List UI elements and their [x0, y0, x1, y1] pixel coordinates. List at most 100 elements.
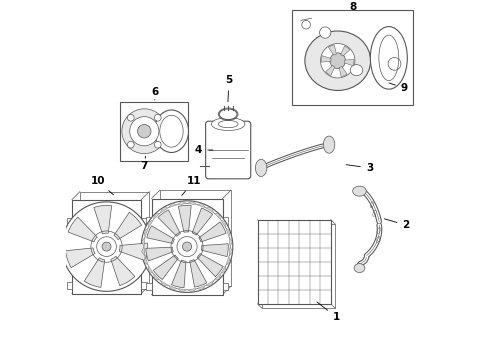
Polygon shape	[148, 220, 153, 228]
Ellipse shape	[154, 110, 189, 153]
Polygon shape	[177, 289, 187, 292]
Wedge shape	[326, 65, 335, 76]
Wedge shape	[321, 56, 331, 62]
Polygon shape	[142, 247, 145, 256]
Wedge shape	[147, 226, 174, 243]
Bar	[222, 217, 228, 228]
Circle shape	[177, 237, 197, 257]
Bar	[141, 282, 147, 289]
Polygon shape	[144, 228, 148, 237]
Polygon shape	[214, 274, 220, 280]
Text: 1: 1	[317, 302, 340, 322]
Ellipse shape	[354, 264, 365, 273]
Ellipse shape	[323, 136, 335, 153]
Wedge shape	[341, 46, 350, 56]
Bar	[67, 218, 72, 228]
Wedge shape	[172, 260, 186, 288]
Wedge shape	[328, 45, 336, 55]
Wedge shape	[84, 258, 105, 287]
Text: 8: 8	[350, 2, 357, 12]
Polygon shape	[206, 208, 214, 213]
Polygon shape	[153, 274, 160, 280]
Circle shape	[320, 44, 355, 78]
Wedge shape	[344, 59, 354, 66]
Wedge shape	[199, 222, 226, 242]
Bar	[141, 218, 147, 228]
Wedge shape	[190, 260, 207, 287]
Polygon shape	[196, 203, 206, 208]
Ellipse shape	[305, 31, 370, 90]
Circle shape	[62, 202, 151, 291]
Wedge shape	[197, 254, 223, 276]
Wedge shape	[146, 247, 173, 261]
Circle shape	[319, 27, 331, 38]
Text: 11: 11	[182, 176, 201, 195]
Bar	[292, 10, 413, 105]
Circle shape	[138, 125, 151, 138]
Ellipse shape	[212, 118, 245, 131]
Wedge shape	[153, 255, 178, 280]
Polygon shape	[148, 265, 153, 274]
Polygon shape	[169, 285, 177, 290]
Circle shape	[127, 114, 134, 121]
Wedge shape	[201, 244, 228, 257]
Polygon shape	[187, 201, 196, 204]
Wedge shape	[178, 206, 191, 232]
Circle shape	[97, 237, 117, 256]
Bar	[160, 190, 231, 287]
Polygon shape	[229, 237, 233, 247]
Bar	[80, 192, 149, 285]
Circle shape	[330, 53, 345, 68]
Ellipse shape	[255, 159, 267, 176]
Text: 7: 7	[141, 156, 148, 171]
Wedge shape	[94, 206, 112, 234]
Polygon shape	[196, 285, 206, 290]
Polygon shape	[169, 203, 177, 208]
Circle shape	[130, 117, 159, 146]
Wedge shape	[111, 256, 135, 285]
Bar	[222, 283, 228, 290]
Circle shape	[154, 114, 161, 121]
Polygon shape	[220, 265, 226, 274]
Ellipse shape	[350, 65, 363, 76]
Polygon shape	[226, 228, 230, 237]
Circle shape	[102, 242, 111, 251]
Wedge shape	[66, 248, 95, 267]
Circle shape	[154, 141, 161, 148]
Wedge shape	[119, 243, 147, 261]
Bar	[121, 102, 189, 161]
Polygon shape	[206, 280, 214, 285]
Ellipse shape	[353, 186, 367, 196]
Ellipse shape	[370, 27, 407, 89]
Circle shape	[122, 109, 167, 154]
Polygon shape	[214, 213, 220, 220]
Polygon shape	[220, 220, 226, 228]
Text: 10: 10	[90, 176, 113, 195]
Wedge shape	[158, 210, 180, 236]
Polygon shape	[142, 237, 145, 247]
Wedge shape	[114, 212, 142, 240]
FancyBboxPatch shape	[206, 121, 251, 179]
Text: 4: 4	[195, 145, 213, 155]
Wedge shape	[68, 217, 97, 242]
Polygon shape	[187, 289, 196, 292]
Circle shape	[182, 242, 192, 251]
Polygon shape	[153, 213, 160, 220]
Wedge shape	[192, 208, 213, 235]
Bar	[146, 217, 151, 228]
Bar	[72, 200, 141, 293]
Bar	[67, 282, 72, 289]
Text: 5: 5	[225, 75, 233, 102]
Polygon shape	[226, 256, 230, 265]
Bar	[151, 198, 222, 295]
Circle shape	[141, 201, 233, 292]
Polygon shape	[160, 280, 169, 285]
Ellipse shape	[219, 109, 237, 120]
Polygon shape	[144, 256, 148, 265]
Polygon shape	[229, 247, 233, 256]
Text: 6: 6	[151, 87, 158, 100]
Text: 3: 3	[346, 163, 373, 173]
Text: 9: 9	[389, 83, 408, 93]
Bar	[262, 224, 335, 308]
Text: 2: 2	[384, 219, 410, 230]
